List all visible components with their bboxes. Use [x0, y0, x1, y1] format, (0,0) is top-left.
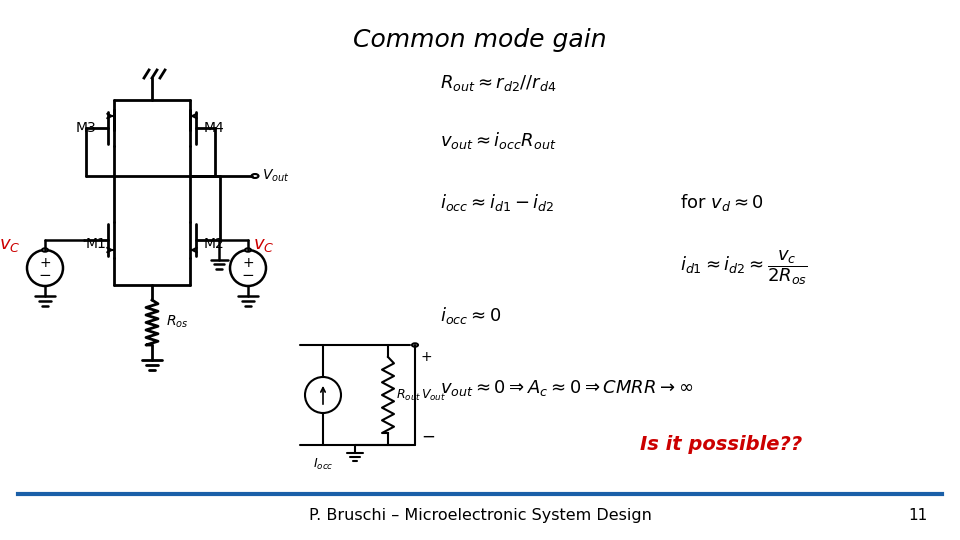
Text: −: − — [421, 428, 435, 446]
Text: $v_C$: $v_C$ — [0, 236, 20, 254]
Text: −: − — [242, 268, 254, 284]
Text: +: + — [39, 256, 51, 270]
Text: $i_{occ} \approx 0$: $i_{occ} \approx 0$ — [440, 305, 501, 326]
Circle shape — [42, 248, 48, 252]
Text: $v_{out} \approx i_{occ}R_{out}$: $v_{out} \approx i_{occ}R_{out}$ — [440, 130, 557, 151]
Circle shape — [412, 343, 418, 347]
Text: P. Bruschi – Microelectronic System Design: P. Bruschi – Microelectronic System Desi… — [308, 508, 652, 523]
Ellipse shape — [230, 250, 266, 286]
Text: Is it possible??: Is it possible?? — [640, 435, 803, 454]
Text: $V_{out}$: $V_{out}$ — [262, 168, 290, 184]
Ellipse shape — [305, 377, 341, 413]
Text: $V_{out}$: $V_{out}$ — [421, 388, 446, 402]
Text: $R_{os}$: $R_{os}$ — [166, 314, 188, 330]
Text: M3: M3 — [76, 121, 97, 135]
Text: $i_{occ} \approx i_{d1} - i_{d2}$: $i_{occ} \approx i_{d1} - i_{d2}$ — [440, 192, 555, 213]
Text: Common mode gain: Common mode gain — [353, 28, 607, 52]
Text: M1: M1 — [86, 237, 107, 251]
Text: $R_{out}$: $R_{out}$ — [396, 388, 421, 402]
Text: −: − — [38, 268, 52, 284]
Circle shape — [245, 248, 251, 252]
Text: M4: M4 — [204, 121, 225, 135]
Circle shape — [252, 174, 258, 178]
Text: $I_{occ}$: $I_{occ}$ — [313, 457, 333, 472]
Text: $v_{out} \approx 0 \Rightarrow A_c \approx 0 \Rightarrow CMRR \rightarrow \infty: $v_{out} \approx 0 \Rightarrow A_c \appr… — [440, 378, 693, 398]
Text: M2: M2 — [204, 237, 225, 251]
Text: for $v_d \approx 0$: for $v_d \approx 0$ — [680, 192, 764, 213]
Text: +: + — [421, 350, 433, 364]
Text: $i_{d1} \approx i_{d2} \approx \dfrac{v_c}{2R_{os}}$: $i_{d1} \approx i_{d2} \approx \dfrac{v_… — [680, 248, 808, 287]
Text: +: + — [242, 256, 253, 270]
Ellipse shape — [27, 250, 63, 286]
Text: 11: 11 — [908, 508, 927, 523]
Text: $R_{out} \approx r_{d2}//r_{d4}$: $R_{out} \approx r_{d2}//r_{d4}$ — [440, 73, 557, 93]
Text: $v_C$: $v_C$ — [253, 236, 275, 254]
